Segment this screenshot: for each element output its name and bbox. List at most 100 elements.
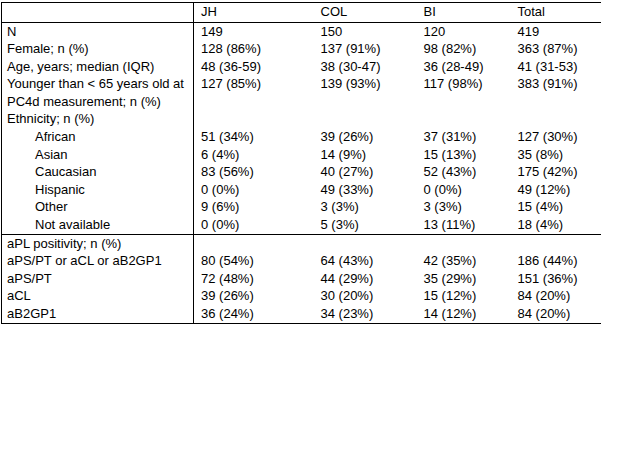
cell-value: 139 (93%) bbox=[314, 75, 417, 110]
cell-value: 3 (3%) bbox=[314, 198, 417, 216]
cell-value bbox=[194, 234, 314, 252]
cell-value: 52 (43%) bbox=[417, 163, 511, 181]
row-label: aCL bbox=[2, 287, 194, 305]
cell-value: 117 (98%) bbox=[417, 75, 511, 110]
table-row: Caucasian83 (56%)40 (27%)52 (43%)175 (42… bbox=[2, 163, 601, 181]
cell-value: 383 (91%) bbox=[511, 75, 601, 110]
table-row: Ethnicity; n (%) bbox=[2, 110, 601, 128]
table-row: aB2GP136 (24%)34 (23%)14 (12%)84 (20%) bbox=[2, 305, 601, 323]
table-header: JH COL BI Total bbox=[2, 3, 601, 23]
cell-value: 35 (29%) bbox=[417, 270, 511, 288]
row-label: aPS/PT or aCL or aB2GP1 bbox=[2, 252, 194, 270]
cell-value: 14 (12%) bbox=[417, 305, 511, 323]
row-label: Age, years; median (IQR) bbox=[2, 58, 194, 76]
cell-value: 80 (54%) bbox=[194, 252, 314, 270]
cell-value: 35 (8%) bbox=[511, 146, 601, 164]
cell-value: 149 bbox=[194, 22, 314, 40]
row-label: aPS/PT bbox=[2, 270, 194, 288]
cell-value: 186 (44%) bbox=[511, 252, 601, 270]
row-label: Not available bbox=[2, 216, 194, 234]
cell-value: 34 (23%) bbox=[314, 305, 417, 323]
cell-value: 30 (20%) bbox=[314, 287, 417, 305]
cell-value: 49 (12%) bbox=[511, 181, 601, 199]
cell-value: 36 (28-49) bbox=[417, 58, 511, 76]
cell-value: 36 (24%) bbox=[194, 305, 314, 323]
row-label: Other bbox=[2, 198, 194, 216]
cell-value: 9 (6%) bbox=[194, 198, 314, 216]
header-cell-jh: JH bbox=[194, 3, 314, 23]
table-row: Other9 (6%)3 (3%)3 (3%)15 (4%) bbox=[2, 198, 601, 216]
cell-value: 15 (12%) bbox=[417, 287, 511, 305]
cell-value: 120 bbox=[417, 22, 511, 40]
cell-value: 42 (35%) bbox=[417, 252, 511, 270]
cell-value bbox=[314, 110, 417, 128]
cell-value bbox=[417, 234, 511, 252]
cell-value: 0 (0%) bbox=[194, 216, 314, 234]
row-label: Female; n (%) bbox=[2, 40, 194, 58]
cell-value: 3 (3%) bbox=[417, 198, 511, 216]
cell-value: 419 bbox=[511, 22, 601, 40]
cell-value: 175 (42%) bbox=[511, 163, 601, 181]
table-row: aPS/PT72 (48%)44 (29%)35 (29%)151 (36%) bbox=[2, 270, 601, 288]
cell-value: 39 (26%) bbox=[314, 128, 417, 146]
cell-value: 6 (4%) bbox=[194, 146, 314, 164]
cell-value: 39 (26%) bbox=[194, 287, 314, 305]
cell-value: 84 (20%) bbox=[511, 305, 601, 323]
cell-value: 84 (20%) bbox=[511, 287, 601, 305]
cell-value: 51 (34%) bbox=[194, 128, 314, 146]
cell-value: 40 (27%) bbox=[314, 163, 417, 181]
table-row: African51 (34%)39 (26%)37 (31%)127 (30%) bbox=[2, 128, 601, 146]
cell-value: 98 (82%) bbox=[417, 40, 511, 58]
cell-value bbox=[511, 110, 601, 128]
row-label: N bbox=[2, 22, 194, 40]
table-row: aPL positivity; n (%) bbox=[2, 234, 601, 252]
header-cell-col: COL bbox=[314, 3, 417, 23]
cell-value: 127 (85%) bbox=[194, 75, 314, 110]
cell-value bbox=[511, 234, 601, 252]
row-label: aB2GP1 bbox=[2, 305, 194, 323]
cell-value: 37 (31%) bbox=[417, 128, 511, 146]
table-body: N149150120419Female; n (%)128 (86%)137 (… bbox=[2, 22, 601, 323]
row-label: Caucasian bbox=[2, 163, 194, 181]
cell-value bbox=[314, 234, 417, 252]
table-row: Hispanic0 (0%)49 (33%)0 (0%)49 (12%) bbox=[2, 181, 601, 199]
table-row: Age, years; median (IQR)48 (36-59)38 (30… bbox=[2, 58, 601, 76]
header-row: JH COL BI Total bbox=[2, 3, 601, 23]
cell-value: 137 (91%) bbox=[314, 40, 417, 58]
row-label: Asian bbox=[2, 146, 194, 164]
table-row: Younger than < 65 years old at PC4d meas… bbox=[2, 75, 601, 110]
cell-value: 38 (30-47) bbox=[314, 58, 417, 76]
table-row: Not available0 (0%)5 (3%)13 (11%)18 (4%) bbox=[2, 216, 601, 234]
document-page: JH COL BI Total N149150120419Female; n (… bbox=[0, 0, 620, 450]
cell-value: 5 (3%) bbox=[314, 216, 417, 234]
cell-value: 150 bbox=[314, 22, 417, 40]
cell-value bbox=[417, 110, 511, 128]
row-label: aPL positivity; n (%) bbox=[2, 234, 194, 252]
data-table: JH COL BI Total N149150120419Female; n (… bbox=[1, 2, 601, 324]
cell-value: 64 (43%) bbox=[314, 252, 417, 270]
cell-value: 13 (11%) bbox=[417, 216, 511, 234]
patient-characteristics-table: JH COL BI Total N149150120419Female; n (… bbox=[1, 2, 601, 324]
cell-value: 44 (29%) bbox=[314, 270, 417, 288]
cell-value: 363 (87%) bbox=[511, 40, 601, 58]
cell-value: 41 (31-53) bbox=[511, 58, 601, 76]
header-cell-bi: BI bbox=[417, 3, 511, 23]
cell-value: 15 (13%) bbox=[417, 146, 511, 164]
header-cell-total: Total bbox=[511, 3, 601, 23]
cell-value bbox=[194, 110, 314, 128]
table-row: aCL39 (26%)30 (20%)15 (12%)84 (20%) bbox=[2, 287, 601, 305]
cell-value: 49 (33%) bbox=[314, 181, 417, 199]
row-label: African bbox=[2, 128, 194, 146]
table-row: Female; n (%)128 (86%)137 (91%)98 (82%)3… bbox=[2, 40, 601, 58]
cell-value: 14 (9%) bbox=[314, 146, 417, 164]
cell-value: 48 (36-59) bbox=[194, 58, 314, 76]
cell-value: 0 (0%) bbox=[417, 181, 511, 199]
table-row: Asian6 (4%)14 (9%)15 (13%)35 (8%) bbox=[2, 146, 601, 164]
table-row: aPS/PT or aCL or aB2GP180 (54%)64 (43%)4… bbox=[2, 252, 601, 270]
cell-value: 0 (0%) bbox=[194, 181, 314, 199]
cell-value: 72 (48%) bbox=[194, 270, 314, 288]
cell-value: 18 (4%) bbox=[511, 216, 601, 234]
row-label: Younger than < 65 years old at PC4d meas… bbox=[2, 75, 194, 110]
row-label: Hispanic bbox=[2, 181, 194, 199]
cell-value: 15 (4%) bbox=[511, 198, 601, 216]
